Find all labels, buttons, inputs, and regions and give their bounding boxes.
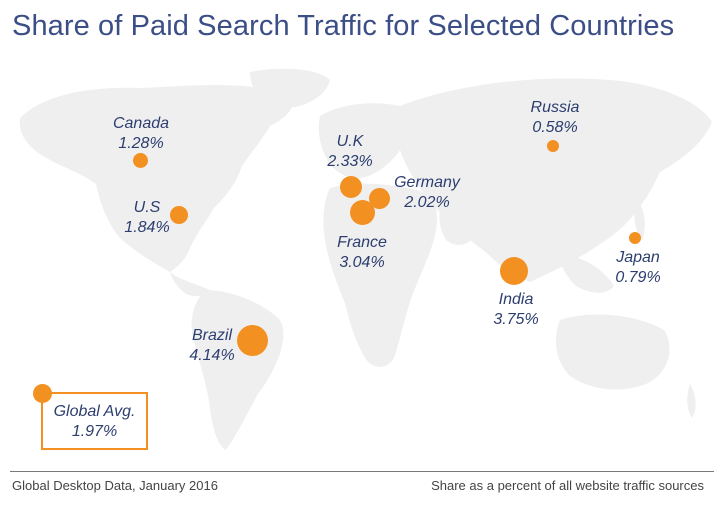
brazil-marker <box>237 325 268 356</box>
australia-landmass <box>555 314 670 390</box>
footer-source: Global Desktop Data, January 2016 <box>12 478 218 493</box>
uk-label: U.K 2.33% <box>312 132 388 172</box>
central-america-landmass <box>170 272 210 297</box>
arabia-landmass <box>439 208 474 245</box>
south-america-landmass <box>191 290 284 450</box>
country-name: France <box>337 234 387 251</box>
japan-label: Japan 0.79% <box>600 248 676 288</box>
canada-marker <box>133 153 148 168</box>
country-name: India <box>498 291 534 308</box>
france-label: France 3.04% <box>324 233 400 273</box>
country-share: 0.79% <box>615 269 661 286</box>
country-name: U.K <box>336 133 364 150</box>
country-name: Japan <box>616 249 660 266</box>
page-title: Share of Paid Search Traffic for Selecte… <box>12 10 675 42</box>
country-share: 2.33% <box>327 153 373 170</box>
russia-label: Russia 0.58% <box>516 98 594 138</box>
country-share: 0.58% <box>532 119 578 136</box>
greenland-landmass <box>250 68 330 109</box>
country-share: 3.75% <box>493 311 539 328</box>
japan-marker <box>629 232 641 244</box>
country-name: Canada <box>112 115 170 132</box>
world-map <box>19 68 712 450</box>
canada-label: Canada 1.28% <box>98 114 184 154</box>
europe-landmass <box>318 103 406 179</box>
country-share: 1.28% <box>118 135 164 152</box>
india-label: India 3.75% <box>478 290 554 330</box>
global-avg-box <box>41 392 148 450</box>
country-share: 1.84% <box>124 219 170 236</box>
brazil-label: Brazil 4.14% <box>172 326 252 366</box>
country-share: 4.14% <box>189 347 235 364</box>
germany-marker <box>369 188 390 209</box>
global-avg-label: Global Avg. 1.97% <box>44 402 145 442</box>
us-label: U.S 1.84% <box>104 198 190 238</box>
north-america-landmass <box>19 85 293 272</box>
new-zealand-landmass <box>687 384 696 418</box>
us-marker <box>170 206 188 224</box>
southeast-asia-landmass <box>560 254 614 293</box>
footer-note: Share as a percent of all website traffi… <box>431 478 704 493</box>
africa-landmass <box>323 183 437 367</box>
russia-marker <box>547 140 559 152</box>
country-name: Russia <box>530 99 580 116</box>
global-avg-share: 1.97% <box>71 423 118 440</box>
country-name: Germany <box>394 174 460 191</box>
india-marker <box>500 257 528 285</box>
country-share: 2.02% <box>404 194 450 211</box>
asia-landmass <box>400 78 712 282</box>
germany-label: Germany 2.02% <box>384 173 470 213</box>
country-share: 3.04% <box>339 254 385 271</box>
france-marker <box>350 200 375 225</box>
japan-landmass <box>634 198 645 240</box>
country-name: U.S <box>133 199 161 216</box>
global-avg-name: Global Avg. <box>53 403 136 420</box>
uk-marker <box>340 176 362 198</box>
global-avg-marker <box>33 384 52 403</box>
footer-divider <box>10 471 714 472</box>
country-name: Brazil <box>191 327 232 344</box>
